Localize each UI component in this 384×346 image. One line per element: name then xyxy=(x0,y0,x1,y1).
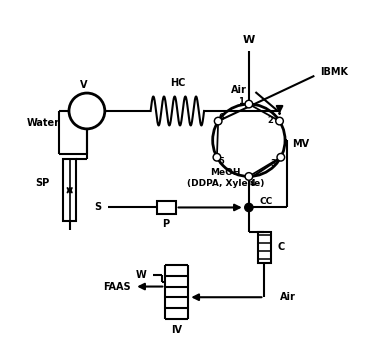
Text: MV: MV xyxy=(292,139,309,149)
Circle shape xyxy=(245,203,253,212)
Text: W: W xyxy=(136,270,146,280)
Bar xyxy=(157,201,175,214)
Text: SP: SP xyxy=(35,178,50,188)
Bar xyxy=(258,231,271,263)
Circle shape xyxy=(214,117,222,125)
Circle shape xyxy=(245,173,253,180)
Text: IV: IV xyxy=(171,325,182,335)
Bar xyxy=(63,159,76,221)
Text: 2: 2 xyxy=(267,116,273,125)
Circle shape xyxy=(276,117,283,125)
Text: 1: 1 xyxy=(238,97,244,106)
Circle shape xyxy=(213,154,221,161)
Circle shape xyxy=(245,100,253,108)
Text: C: C xyxy=(278,242,285,252)
Text: FAAS: FAAS xyxy=(103,282,131,292)
Text: V: V xyxy=(80,81,87,90)
Text: 5: 5 xyxy=(219,157,225,166)
Text: W: W xyxy=(243,35,255,45)
Text: S: S xyxy=(94,202,101,212)
Text: IBMK: IBMK xyxy=(321,67,349,78)
Text: Water: Water xyxy=(26,118,60,128)
Text: 6: 6 xyxy=(218,113,225,122)
Text: Air: Air xyxy=(280,292,296,302)
Text: P: P xyxy=(162,219,170,229)
Text: CC: CC xyxy=(259,197,273,206)
Circle shape xyxy=(277,154,285,161)
Text: 4: 4 xyxy=(249,179,255,188)
Text: MeOH
(DDPA, Xylene): MeOH (DDPA, Xylene) xyxy=(187,168,264,188)
Text: Air: Air xyxy=(231,85,247,95)
Text: HC: HC xyxy=(170,79,185,88)
Text: 3: 3 xyxy=(270,159,276,168)
